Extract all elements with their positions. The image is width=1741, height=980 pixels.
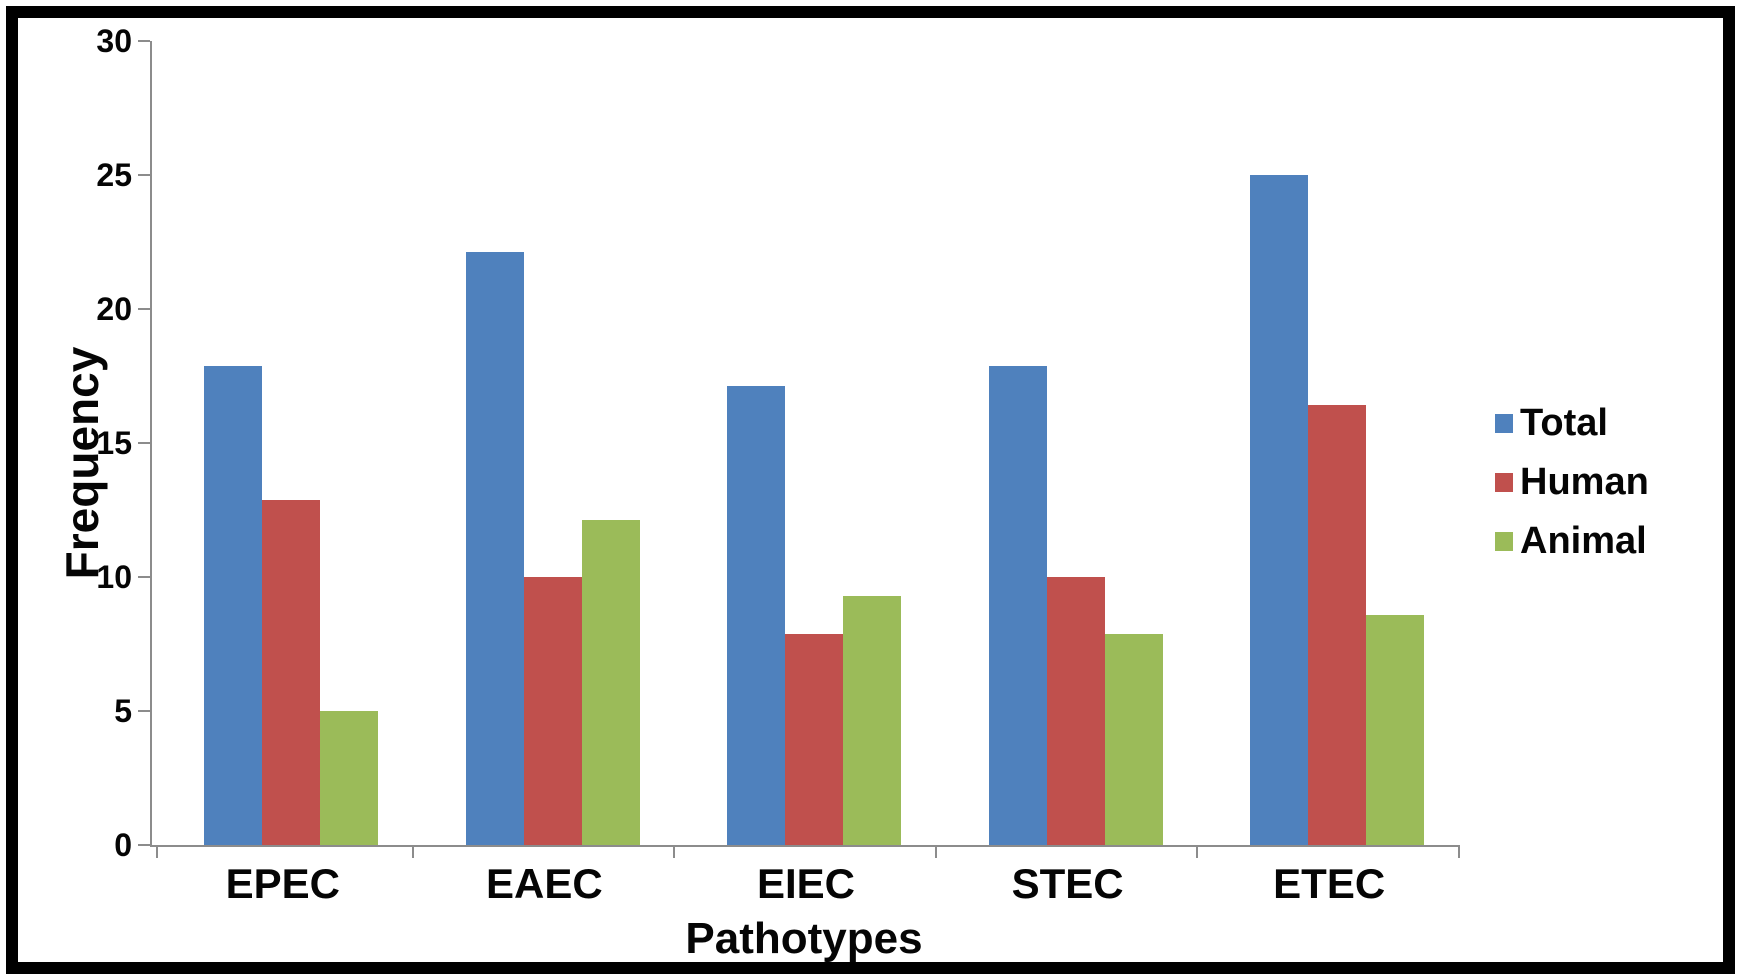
bar-human-stec	[1046, 577, 1105, 845]
x-axis-tick-5	[1458, 845, 1460, 858]
x-category-label-eaec: EAEC	[486, 860, 603, 907]
legend-label-human: Human	[1520, 461, 1649, 503]
x-category-label-eiec: EIEC	[756, 860, 855, 907]
y-axis-tick-label-20: 20	[96, 291, 132, 327]
figure-border: 0 5 10 15 20 25 30 EPEC EAEC EIEC STEC ETEC Frequen…	[6, 6, 1735, 974]
x-axis-title: Pathotypes	[685, 914, 923, 963]
legend-label-total: Total	[1520, 402, 1608, 444]
x-category-label-epec: EPEC	[225, 860, 340, 907]
x-axis-tick-0	[156, 845, 158, 858]
bar-human-eaec	[523, 577, 582, 845]
bar-animal-eiec	[843, 596, 902, 845]
y-axis-tick-label-0: 0	[114, 827, 132, 863]
chart-canvas: 0 5 10 15 20 25 30 EPEC EAEC EIEC STEC ETEC Frequen…	[18, 18, 1723, 962]
y-axis-tick-5	[138, 710, 150, 712]
legend-item-total: Total	[1495, 404, 1649, 442]
bar-animal-eaec	[581, 519, 640, 845]
bar-animal-stec	[1104, 634, 1163, 845]
legend-swatch-total-icon	[1495, 413, 1513, 433]
bar-total-eaec	[465, 251, 524, 845]
x-axis-tick-3	[935, 845, 937, 858]
legend-swatch-human-icon	[1495, 472, 1513, 492]
bar-animal-etec	[1366, 615, 1425, 845]
legend-label-animal: Animal	[1520, 520, 1647, 562]
plot-area: 0 5 10 15 20 25 30 EPEC EAEC EIEC STEC ETEC	[96, 25, 1460, 905]
y-axis-tick-30	[138, 40, 150, 42]
bar-human-epec	[262, 500, 320, 845]
x-axis-tick-1	[412, 845, 414, 858]
bar-animal-epec	[320, 711, 378, 845]
y-axis-tick-label-15: 15	[96, 425, 132, 461]
y-axis-tick-label-30: 30	[96, 23, 132, 59]
bar-total-epec	[204, 366, 262, 845]
bar-total-eiec	[727, 385, 786, 845]
x-category-label-stec: STEC	[1011, 860, 1124, 907]
y-axis-tick-10	[138, 576, 150, 578]
bar-human-etec	[1308, 404, 1367, 845]
y-axis-tick-15	[138, 442, 150, 444]
y-axis-tick-20	[138, 308, 150, 310]
x-axis-tick-4	[1196, 845, 1198, 858]
x-axis-tick-2	[673, 845, 675, 858]
legend-item-human: Human	[1495, 463, 1649, 501]
y-axis-title: Frequency	[56, 346, 108, 580]
y-axis-tick-label-5: 5	[114, 693, 132, 729]
x-category-label-etec: ETEC	[1273, 860, 1386, 907]
bar-total-stec	[988, 366, 1047, 845]
bar-human-eiec	[785, 634, 844, 845]
bar-total-etec	[1250, 175, 1309, 845]
legend-swatch-animal-icon	[1495, 531, 1513, 551]
legend-item-animal: Animal	[1495, 522, 1649, 560]
y-axis-tick-label-25: 25	[96, 157, 132, 193]
y-axis-tick-0	[138, 844, 150, 846]
y-axis-tick-label-10: 10	[96, 559, 132, 595]
y-axis-tick-25	[138, 174, 150, 176]
legend: Total Human Animal	[1495, 404, 1649, 581]
